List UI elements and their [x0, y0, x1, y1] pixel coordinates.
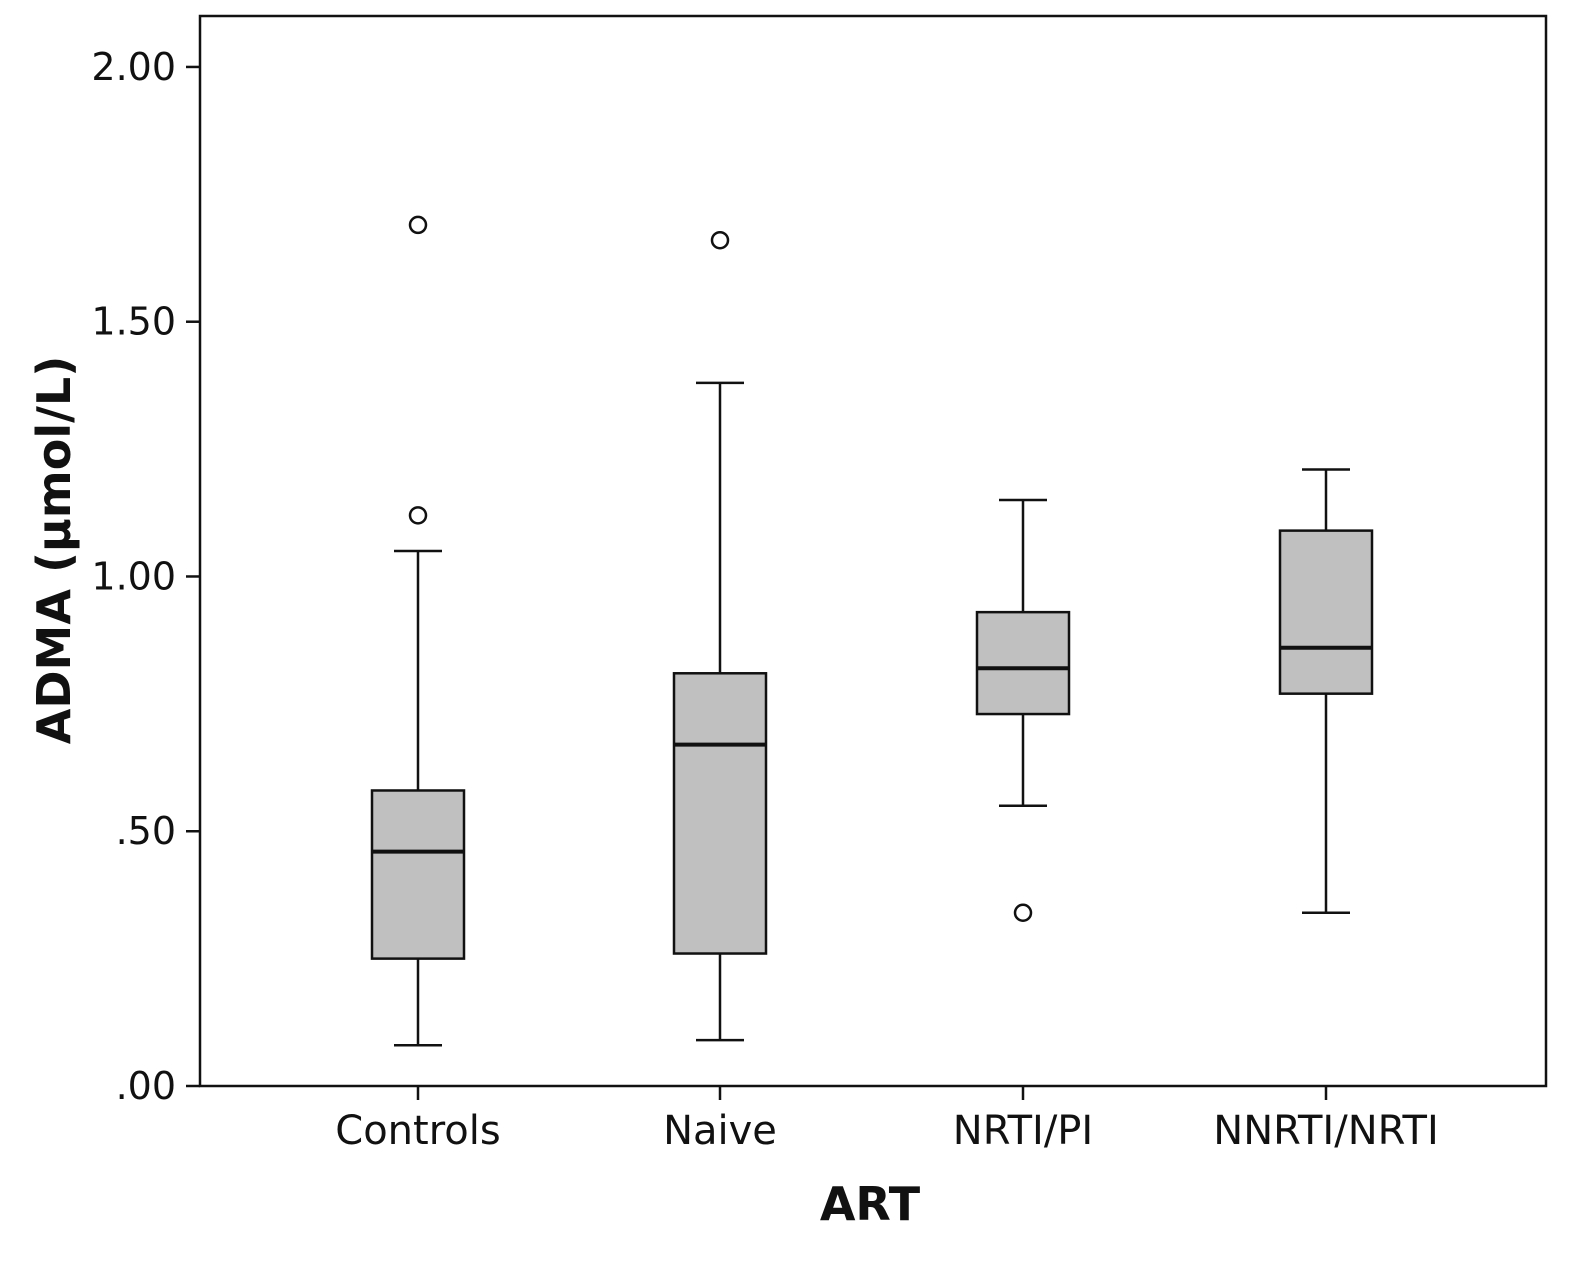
plot-frame [198, 14, 1548, 1088]
y-tick-label: .50 [116, 809, 176, 853]
y-tick-label: .00 [116, 1064, 176, 1108]
x-tick-label: NNRTI/NRTI [1213, 1108, 1438, 1154]
y-tick-label: 2.00 [91, 45, 176, 89]
y-axis-title: ADMA (µmol/L) [27, 356, 81, 744]
iqr-box [1278, 529, 1374, 695]
x-axis-title: ART [820, 1177, 921, 1231]
outlier-point [1013, 903, 1033, 923]
iqr-box [672, 672, 768, 955]
plot-area: .00 .50 1.00 1.50 2.00 Controls Naive NRTI/PI NN… [91, 14, 1548, 1154]
outlier-point [408, 506, 428, 525]
outlier-point [408, 215, 428, 235]
y-tick-label: 1.50 [91, 300, 176, 344]
x-tick-label: Controls [335, 1108, 500, 1154]
iqr-box [370, 789, 466, 960]
outlier-point [710, 230, 730, 250]
x-tick-label: Naive [663, 1108, 777, 1154]
iqr-box [975, 610, 1071, 716]
y-tick-label: 1.00 [91, 554, 176, 598]
x-tick-label: NRTI/PI [953, 1108, 1093, 1154]
